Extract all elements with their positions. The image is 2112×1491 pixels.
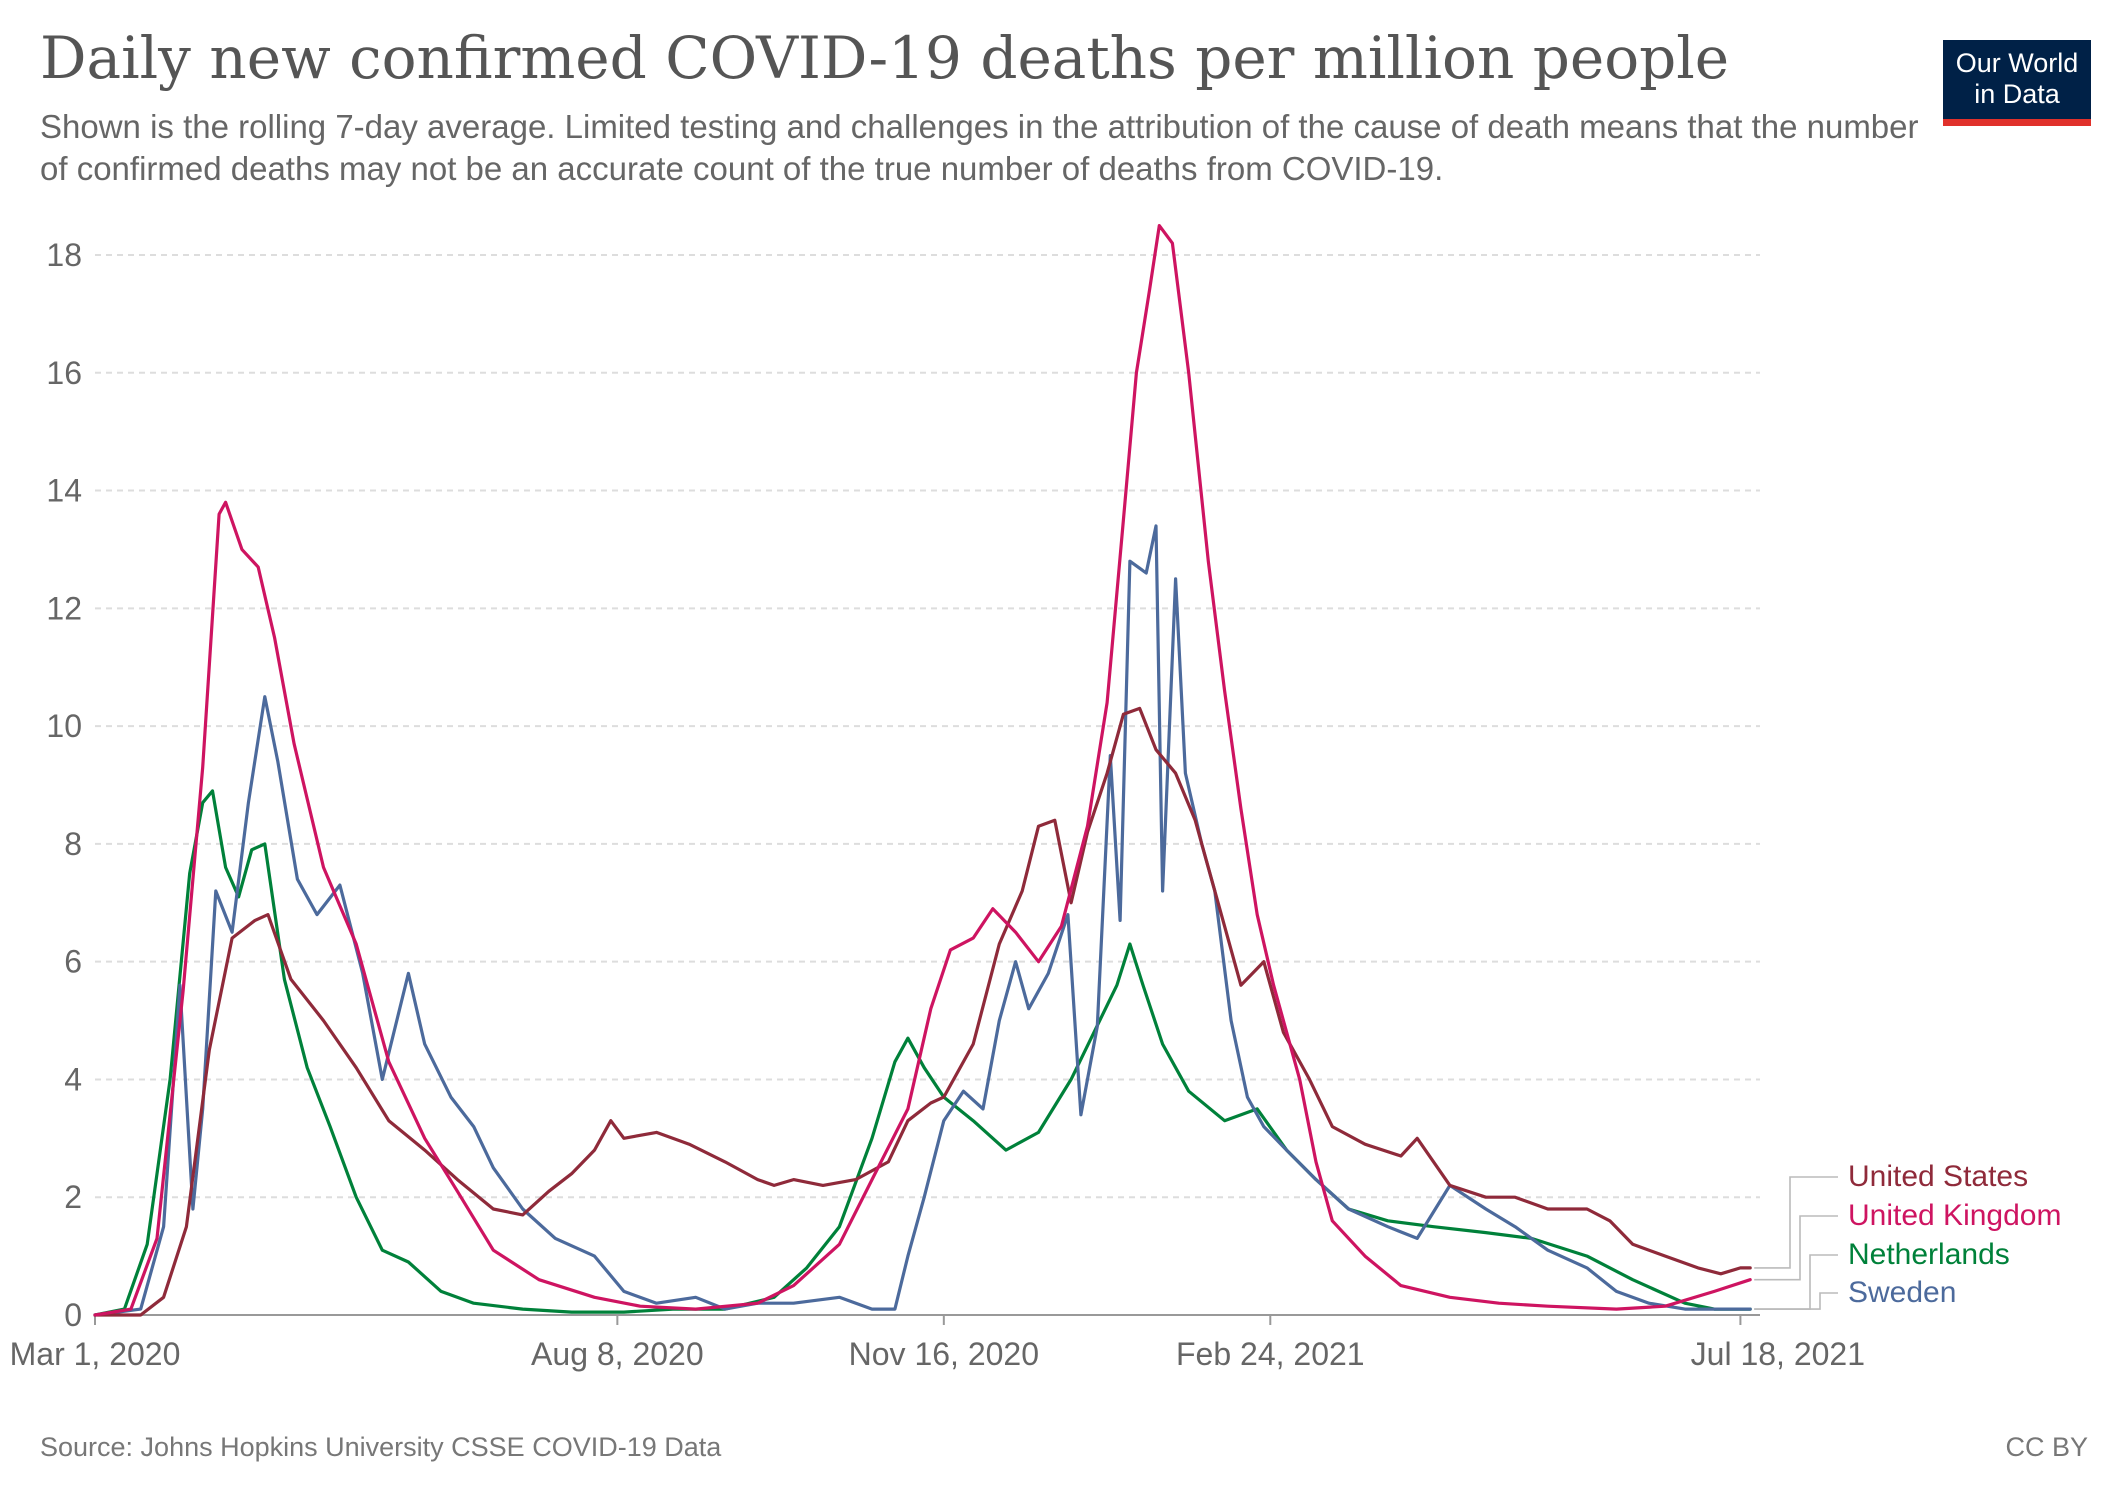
y-axis: 0 2 4 6 8 10 12 14 16 18 [46, 237, 82, 1333]
y-tick-label: 12 [46, 590, 82, 626]
y-tick-label: 0 [64, 1297, 82, 1333]
legend-connector [1754, 1176, 1838, 1269]
x-tick-label: Nov 16, 2020 [849, 1336, 1039, 1372]
chart-title: Daily new confirmed COVID-19 deaths per … [40, 24, 1730, 92]
y-tick-label: 2 [64, 1179, 82, 1215]
logo-line-1: Our World [1955, 48, 2079, 78]
x-axis: Mar 1, 2020 Aug 8, 2020 Nov 16, 2020 Feb 24… [10, 1315, 1865, 1372]
series-lines [93, 224, 1752, 1317]
legend-connector [1754, 1215, 1838, 1281]
y-tick-label: 6 [64, 944, 82, 980]
y-tick-label: 8 [64, 826, 82, 862]
license-label[interactable]: CC BY [2005, 1432, 2088, 1462]
y-tick-label: 10 [46, 708, 82, 744]
x-tick-label: Jul 18, 2021 [1691, 1336, 1865, 1372]
y-tick-label: 16 [46, 355, 82, 391]
logo-line-2: in Data [1974, 79, 2060, 109]
legend-connector [1754, 1292, 1838, 1310]
y-tick-label: 4 [64, 1061, 82, 1097]
series-line-sweden[interactable] [93, 524, 1752, 1317]
series-line-netherlands[interactable] [93, 789, 1752, 1317]
gridlines [95, 254, 1760, 1316]
y-tick-label: 14 [46, 473, 82, 509]
source-note: Source: Johns Hopkins University CSSE CO… [40, 1432, 722, 1462]
series-line-united-kingdom[interactable] [93, 224, 1752, 1317]
owid-logo[interactable]: Our World in Data [1943, 40, 2091, 126]
legend-connector [1754, 1254, 1838, 1310]
y-tick-label: 18 [46, 237, 82, 273]
legend: United States United Kingdom Netherlands Sw… [1754, 1160, 2061, 1310]
x-tick-label: Feb 24, 2021 [1176, 1336, 1365, 1372]
series-line-united-states[interactable] [93, 706, 1752, 1317]
legend-label-netherlands[interactable]: Netherlands [1848, 1238, 2010, 1271]
legend-label-united-kingdom[interactable]: United Kingdom [1848, 1199, 2061, 1232]
legend-label-united-states[interactable]: United States [1848, 1160, 2028, 1193]
chart-subtitle: Shown is the rolling 7-day average. Limi… [40, 108, 1919, 187]
x-tick-label: Mar 1, 2020 [10, 1336, 181, 1372]
x-tick-label: Aug 8, 2020 [531, 1336, 704, 1372]
legend-label-sweden[interactable]: Sweden [1848, 1276, 1956, 1309]
